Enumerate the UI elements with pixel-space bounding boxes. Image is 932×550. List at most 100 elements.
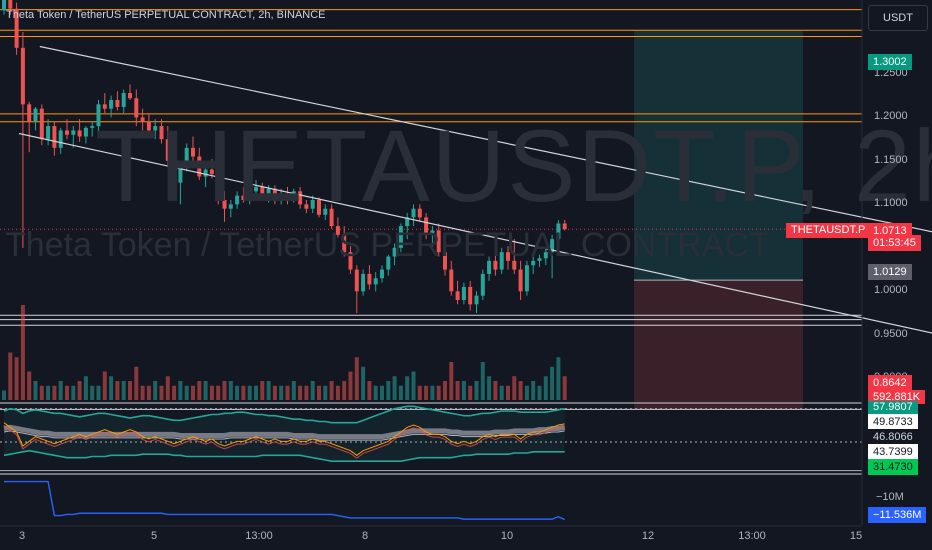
volume-bar	[203, 381, 208, 400]
candle-body	[222, 200, 227, 209]
volume-bar	[285, 385, 290, 400]
candle-body	[90, 126, 95, 128]
candle-body	[46, 126, 51, 140]
candle-body	[96, 104, 101, 127]
candle-body	[58, 130, 63, 148]
candle-body	[247, 191, 252, 200]
candle-body	[405, 217, 410, 227]
candle-body	[380, 269, 384, 279]
candle-body	[184, 147, 189, 166]
candle-body	[480, 273, 485, 296]
candle-body	[436, 230, 441, 253]
x-tick-label: 12	[641, 530, 655, 542]
volume-bar	[197, 381, 202, 400]
x-tick-label: 8	[361, 530, 369, 542]
volume-bar	[90, 385, 95, 400]
candle-body	[443, 252, 447, 270]
volume-bar	[279, 385, 284, 400]
candle-body	[386, 256, 391, 270]
axes	[0, 0, 863, 527]
volume-bar	[159, 385, 164, 400]
volume-bar	[228, 381, 233, 400]
volume-bar	[52, 385, 57, 400]
candle-body	[392, 247, 397, 257]
candle-body	[493, 260, 498, 270]
symbol-tag: THETAUSDT.P	[786, 223, 871, 238]
volume-bar	[291, 381, 296, 400]
risk-reward-tool[interactable]	[634, 30, 803, 410]
candle-body	[128, 93, 132, 99]
volume-bar	[461, 381, 466, 400]
flow-pane	[0, 473, 862, 521]
y-tick-label: 0.9500	[874, 327, 908, 340]
currency-button[interactable]: USDT	[868, 5, 928, 31]
volume-bar	[58, 381, 63, 400]
volume-bar	[209, 385, 214, 400]
volume-bar	[531, 381, 536, 400]
candle-body	[172, 160, 177, 183]
candle-body	[109, 100, 114, 109]
band-basis	[3, 430, 565, 441]
volume-bar	[556, 357, 561, 400]
candle-body	[474, 295, 479, 305]
volume-bar	[354, 357, 359, 400]
volume-bar	[39, 385, 44, 400]
volume-bar	[184, 385, 189, 400]
candle-body	[140, 117, 145, 122]
volume-bar	[411, 371, 416, 400]
candle-body	[367, 273, 372, 285]
band-lower	[3, 449, 565, 462]
flow-axis-label: −10M	[876, 491, 904, 503]
top-level-tag: 1.3002	[868, 54, 912, 70]
volume-bar	[235, 385, 240, 400]
volume-bar	[2, 390, 6, 400]
candle-body	[512, 260, 517, 270]
volume-bar	[304, 385, 309, 400]
candle-body	[8, 0, 13, 9]
volume-bar	[405, 376, 410, 400]
candle-body	[348, 252, 353, 270]
candle-body	[260, 186, 265, 196]
candle-body	[506, 252, 510, 261]
volume-bar	[121, 381, 126, 400]
volume-bar	[241, 385, 246, 400]
flow-value-tag: −11.536M	[868, 507, 927, 523]
stop-zone	[634, 280, 803, 410]
candle-body	[411, 208, 416, 218]
volume-tag: 592.881K	[868, 390, 926, 404]
volume-bar	[367, 381, 372, 400]
oscillator-line	[3, 422, 565, 456]
volume-bar	[191, 385, 195, 400]
volume-bar	[172, 385, 177, 400]
candlesticks	[2, 0, 567, 314]
candle-body	[254, 186, 258, 192]
channel-upper-line	[39, 45, 932, 233]
candle-body	[235, 195, 240, 205]
volume-bar	[298, 385, 303, 400]
candle-body	[191, 147, 195, 157]
candle-body	[77, 130, 82, 137]
candle-body	[461, 286, 466, 300]
trend-lines[interactable]	[18, 45, 932, 342]
volume-bar	[109, 376, 114, 400]
candle-body	[329, 208, 334, 227]
candle-body	[203, 169, 208, 177]
x-tick-label: 10	[500, 530, 514, 542]
x-tick-label: 15	[849, 530, 863, 542]
candle-body	[562, 223, 567, 230]
candle-body	[518, 269, 523, 292]
volume-bar	[361, 366, 366, 400]
indicator-tag-d: 43.7399	[868, 444, 918, 460]
candle-body	[291, 191, 296, 198]
volume-bar	[348, 371, 353, 400]
volume-bar	[543, 376, 548, 400]
y-tick-label: 1.0000	[874, 284, 908, 297]
y-tick-label: 1.1000	[874, 197, 908, 210]
candle-body	[550, 239, 555, 253]
volume-bar	[134, 366, 139, 400]
volume-bar	[449, 362, 454, 400]
candle-body	[424, 217, 429, 235]
candle-body	[354, 269, 359, 292]
candle-body	[197, 156, 202, 177]
